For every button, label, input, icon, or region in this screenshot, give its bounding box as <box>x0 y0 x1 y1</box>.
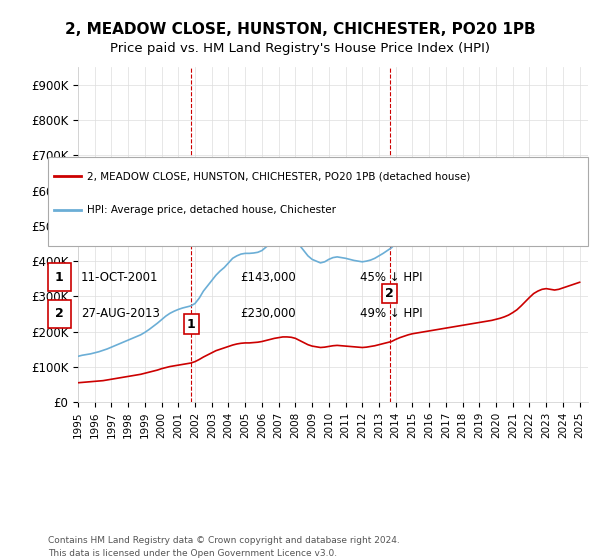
Text: 27-AUG-2013: 27-AUG-2013 <box>81 307 160 320</box>
Text: Contains HM Land Registry data © Crown copyright and database right 2024.: Contains HM Land Registry data © Crown c… <box>48 536 400 545</box>
Text: Price paid vs. HM Land Registry's House Price Index (HPI): Price paid vs. HM Land Registry's House … <box>110 42 490 55</box>
Text: 11-OCT-2001: 11-OCT-2001 <box>81 270 158 284</box>
Text: 2: 2 <box>55 307 64 320</box>
Text: 2, MEADOW CLOSE, HUNSTON, CHICHESTER, PO20 1PB (detached house): 2, MEADOW CLOSE, HUNSTON, CHICHESTER, PO… <box>87 171 470 181</box>
Text: £143,000: £143,000 <box>240 270 296 284</box>
Text: 1: 1 <box>55 270 64 284</box>
Text: This data is licensed under the Open Government Licence v3.0.: This data is licensed under the Open Gov… <box>48 549 337 558</box>
Text: HPI: Average price, detached house, Chichester: HPI: Average price, detached house, Chic… <box>87 205 336 215</box>
Text: £230,000: £230,000 <box>240 307 296 320</box>
Text: 49% ↓ HPI: 49% ↓ HPI <box>360 307 422 320</box>
Text: 1: 1 <box>187 318 196 330</box>
Text: 45% ↓ HPI: 45% ↓ HPI <box>360 270 422 284</box>
Text: 2, MEADOW CLOSE, HUNSTON, CHICHESTER, PO20 1PB: 2, MEADOW CLOSE, HUNSTON, CHICHESTER, PO… <box>65 22 535 38</box>
Text: 2: 2 <box>385 287 394 300</box>
